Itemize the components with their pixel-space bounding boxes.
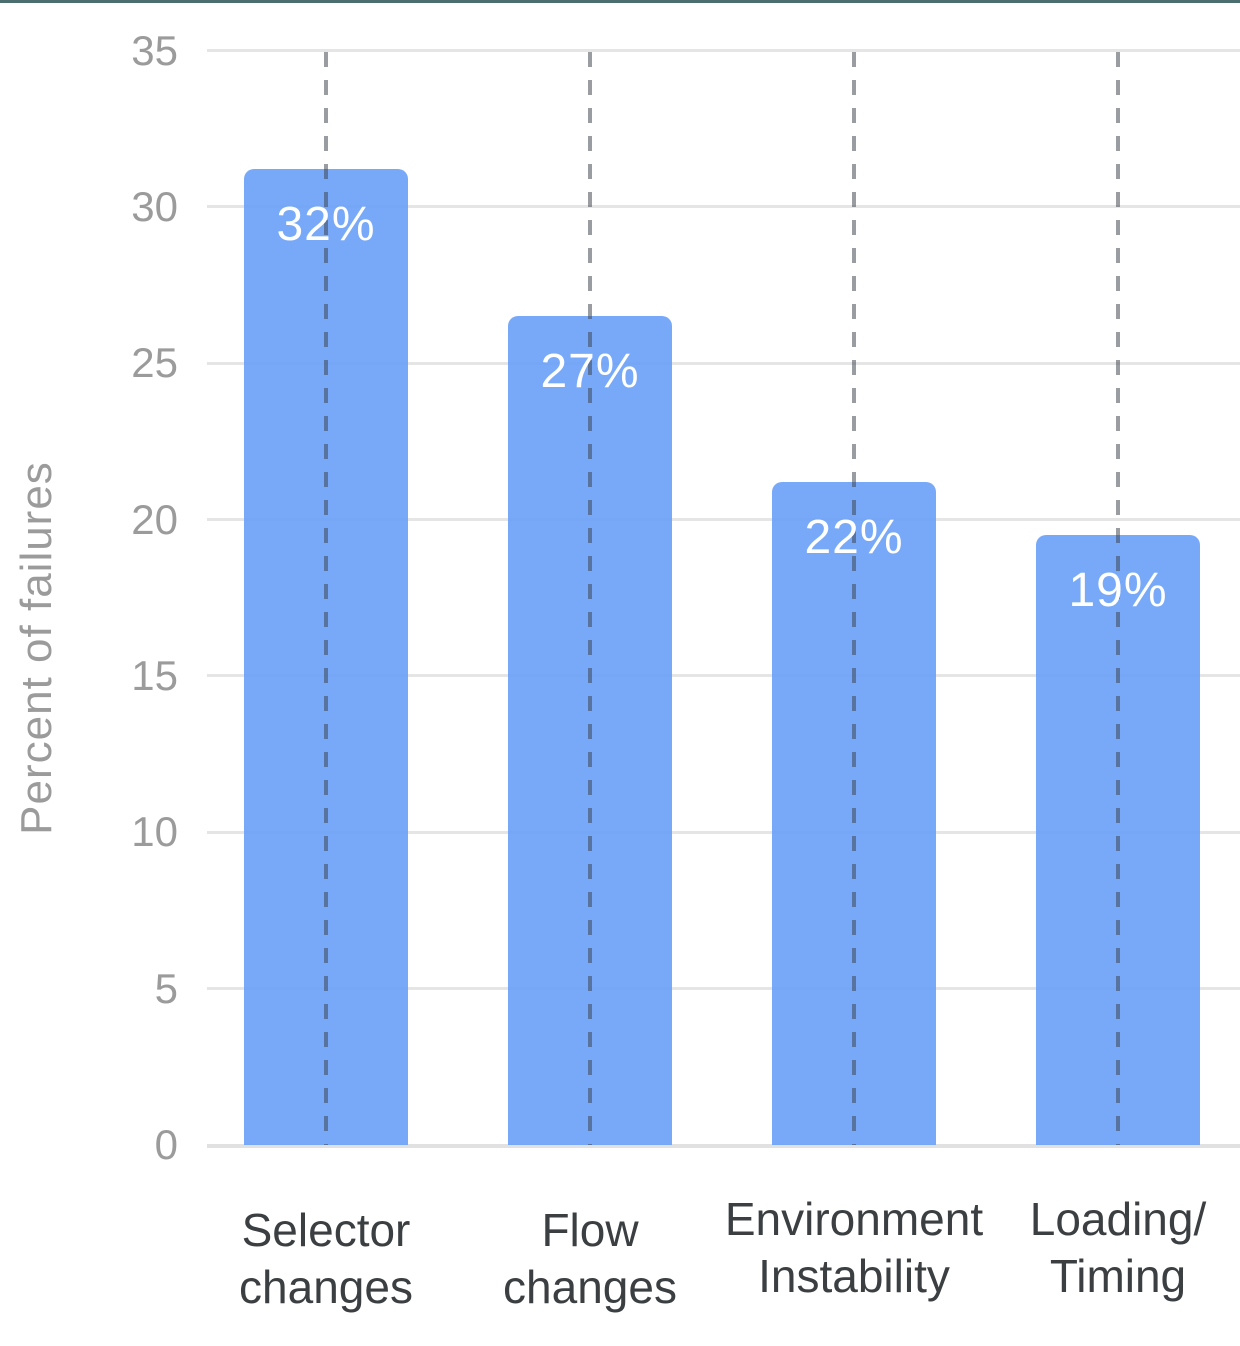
gridline xyxy=(207,361,1240,365)
top-accent-bar xyxy=(0,0,1240,3)
gridline xyxy=(207,49,1240,53)
gridline xyxy=(207,518,1240,522)
bar-value-label: 19% xyxy=(1068,564,1168,618)
gridline xyxy=(207,674,1240,678)
y-tick-label: 25 xyxy=(131,339,178,387)
category-guide-line xyxy=(1116,52,1120,1145)
x-category-label: Environment Instability xyxy=(704,1191,1004,1305)
bar-value-label: 32% xyxy=(276,198,376,252)
x-category-label: Loading/Timing xyxy=(968,1191,1240,1305)
bar-value-label: 27% xyxy=(540,345,640,399)
category-guide-line xyxy=(588,52,592,1145)
gridline xyxy=(207,987,1240,991)
x-category-label-line: Selector xyxy=(241,1204,411,1256)
y-tick-label: 10 xyxy=(131,808,178,856)
x-category-label-line: Environment xyxy=(724,1193,984,1245)
x-category-label: Flow changes xyxy=(440,1202,740,1316)
x-category-label-line: changes xyxy=(503,1261,677,1313)
bar-value-label: 22% xyxy=(804,511,904,565)
x-category-label-line: Loading/ xyxy=(1029,1193,1207,1245)
x-category-label: Selector changes xyxy=(176,1202,476,1316)
y-tick-label: 5 xyxy=(154,964,178,1012)
x-category-label-line: changes xyxy=(239,1261,413,1313)
y-tick-label: 20 xyxy=(131,495,178,543)
y-tick-label: 0 xyxy=(154,1121,178,1168)
category-guide-line xyxy=(852,52,856,1145)
y-tick-label: 30 xyxy=(131,182,178,230)
x-category-label-line: Instability xyxy=(758,1250,950,1302)
gridline xyxy=(207,205,1240,209)
y-tick-label: 15 xyxy=(131,651,178,699)
category-guide-line xyxy=(324,52,328,1145)
x-category-label-line: Timing xyxy=(1049,1250,1187,1302)
y-tick-label: 35 xyxy=(131,26,178,74)
x-category-label-line: Flow xyxy=(541,1204,639,1256)
gridline xyxy=(207,1144,1240,1148)
gridline xyxy=(207,830,1240,834)
